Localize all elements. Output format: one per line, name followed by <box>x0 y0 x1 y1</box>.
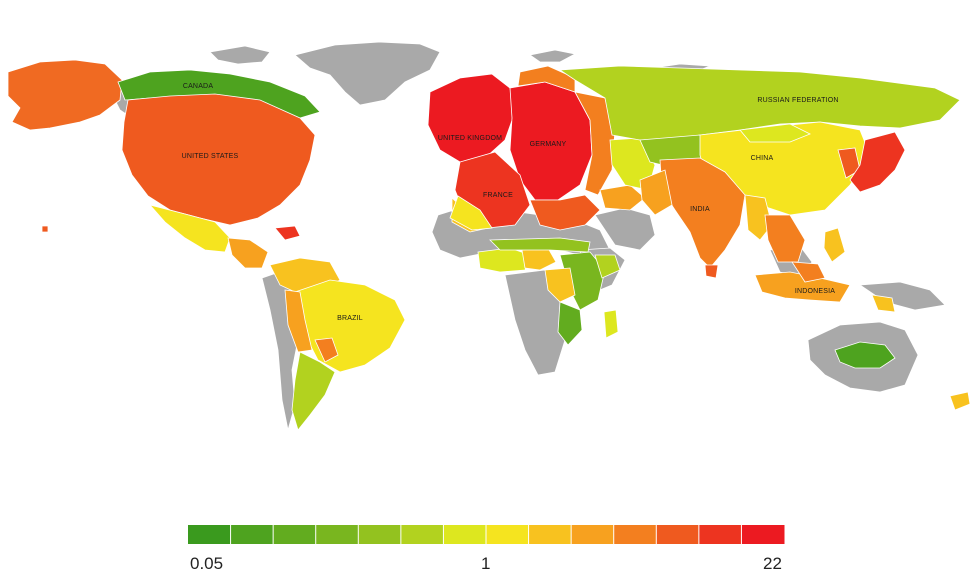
region-turkey <box>599 184 646 211</box>
region-hawaii <box>41 225 49 233</box>
legend-swatch <box>315 525 359 544</box>
country-labels: CANADA UNITED STATES BRAZIL UNITED KINGD… <box>182 83 839 322</box>
legend-swatch <box>571 525 615 544</box>
legend-swatches <box>188 525 785 544</box>
region-argentina-chile <box>291 351 336 431</box>
legend-swatch <box>273 525 317 544</box>
region-italy-balkans <box>529 194 601 231</box>
region-sahel <box>489 237 591 253</box>
label-canada: CANADA <box>183 83 214 90</box>
label-india: INDIA <box>690 206 710 213</box>
region-central-africa <box>544 267 576 303</box>
label-united-states: UNITED STATES <box>182 153 239 160</box>
legend-swatch <box>400 525 444 544</box>
legend-swatch <box>358 525 402 544</box>
legend-swatch <box>443 525 487 544</box>
region-new-zealand <box>949 391 971 411</box>
region-united-kingdom <box>427 73 516 163</box>
region-caribbean <box>274 225 301 241</box>
legend-min-label: 0.05 <box>190 554 224 573</box>
label-china: CHINA <box>751 155 774 162</box>
region-nigeria <box>521 247 557 271</box>
label-germany: GERMANY <box>530 141 567 148</box>
region-malaysia <box>791 261 826 283</box>
region-central-america <box>227 237 269 269</box>
region-alaska <box>7 59 123 131</box>
legend-max-label: 22 <box>763 554 782 573</box>
label-france: FRANCE <box>483 192 513 199</box>
region-peru-bolivia <box>284 289 313 353</box>
legend-swatch <box>486 525 530 544</box>
region-vietnam-thailand <box>764 214 806 263</box>
region-paraguay <box>314 337 339 363</box>
label-indonesia: INDONESIA <box>795 288 835 295</box>
legend-swatch <box>528 525 572 544</box>
region-png <box>871 294 896 313</box>
label-united-kingdom: UNITED KINGDOM <box>438 135 502 142</box>
region-south-east-africa <box>557 301 583 346</box>
legend-mid-label: 1 <box>481 554 491 573</box>
region-india <box>659 157 746 269</box>
legend-swatch <box>230 525 274 544</box>
legend-swatch <box>698 525 742 544</box>
region-russian-federation <box>558 65 961 141</box>
region-pakistan <box>639 169 673 216</box>
region-north-africa <box>449 195 493 231</box>
region-scandinavia <box>517 65 576 93</box>
region-mexico <box>148 204 231 253</box>
label-brazil: BRAZIL <box>337 315 363 322</box>
region-united-states <box>121 93 316 226</box>
region-madagascar <box>603 309 619 339</box>
world-map-svg: CANADA UNITED STATES BRAZIL UNITED KINGD… <box>7 41 971 431</box>
legend-swatch <box>188 525 232 544</box>
world-map: CANADA UNITED STATES BRAZIL UNITED KINGD… <box>7 41 971 431</box>
legend-swatch <box>613 525 657 544</box>
region-japan <box>849 131 906 193</box>
region-myanmar <box>744 194 773 241</box>
colored-countries <box>7 59 971 431</box>
legend-swatch <box>741 525 785 544</box>
region-australia <box>834 341 896 369</box>
region-sri-lanka <box>704 264 719 279</box>
legend-swatch <box>656 525 700 544</box>
region-ethiopia <box>594 254 621 279</box>
region-philippines <box>823 227 846 263</box>
region-mongolia <box>739 123 811 143</box>
label-russian-federation: RUSSIAN FEDERATION <box>757 97 838 104</box>
